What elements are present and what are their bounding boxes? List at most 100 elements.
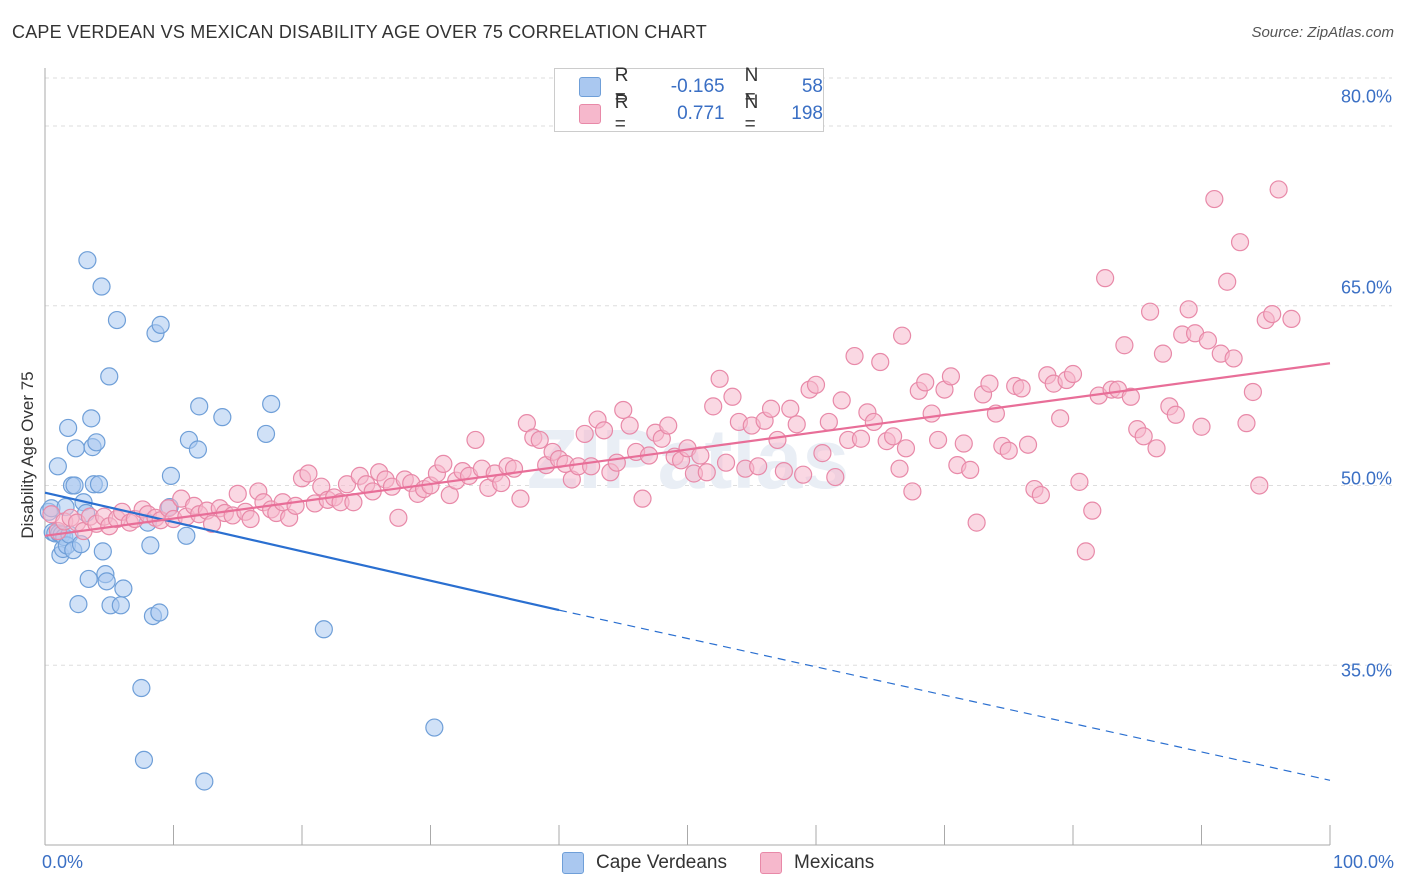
chart-title: CAPE VERDEAN VS MEXICAN DISABILITY AGE O… (12, 22, 707, 42)
cape-verdean-point (89, 475, 109, 494)
mexican-point (1243, 382, 1263, 402)
mexican-point (864, 412, 883, 432)
mexican-point (716, 453, 736, 472)
cape-verdean-point (314, 620, 333, 639)
mexican-point (492, 473, 511, 493)
trend-layer (44, 362, 1331, 781)
mexican-point (1134, 427, 1153, 446)
mexican-point (954, 434, 973, 453)
cape-verdean-point (100, 367, 119, 386)
mexican-point (922, 404, 941, 423)
legend-n-value: 198 (791, 103, 823, 124)
mexican-point (890, 459, 909, 478)
mexican-point (389, 508, 408, 527)
axis-layer (44, 68, 1331, 846)
mexican-point (1018, 435, 1038, 454)
mexican-point (896, 439, 916, 458)
mexican-point (1153, 344, 1173, 363)
mexican-point (1051, 409, 1070, 428)
cape-verdean-point (111, 596, 130, 615)
mexican-point (434, 454, 453, 473)
mexican-point (1031, 485, 1050, 505)
bottom-legend-cape-verdeans: Cape Verdeans (562, 852, 727, 874)
mexican-point (832, 391, 851, 410)
mexican-point (768, 430, 787, 450)
legend-n-value: 58 (801, 76, 823, 97)
mexican-point (1012, 379, 1031, 398)
cape-verdean-point (151, 315, 170, 334)
x-tick-100: 100.0% (1332, 852, 1394, 872)
mexican-point (1115, 336, 1134, 355)
legend-n-label: N = (744, 65, 759, 108)
mexican-point (871, 352, 890, 372)
mexican-point (845, 346, 864, 366)
mexican-point (1237, 414, 1256, 433)
mexican-point (1121, 387, 1140, 406)
cape-verdean-point (195, 772, 214, 791)
mexican-point (299, 464, 318, 483)
mexican-point (999, 441, 1018, 460)
mexican-point (1166, 405, 1185, 424)
mexican-point (826, 467, 845, 487)
mexican-point (1218, 272, 1237, 291)
legend-r-value: 0.771 (677, 103, 725, 124)
mexican-point (1198, 331, 1218, 350)
mexican-point (575, 424, 594, 444)
mexican-point (337, 475, 357, 494)
mexican-point (202, 514, 222, 533)
mexican-point (1076, 542, 1095, 561)
cape-verdean-point (177, 526, 196, 545)
mexican-point (1070, 472, 1089, 491)
cape-verdean-point (69, 595, 88, 614)
mexican-point (1083, 501, 1102, 520)
mexican-point (697, 463, 716, 482)
mexican-point (710, 369, 729, 388)
mexican-point (1192, 417, 1211, 436)
cape-verdean-point (161, 466, 181, 485)
cape-verdean-point (256, 424, 276, 444)
mexican-point (344, 493, 363, 512)
cape-verdean-point (97, 572, 116, 591)
x-tick-0: 0.0% (42, 852, 84, 872)
bottom-legend-label: Cape Verdeans (596, 852, 727, 873)
mexican-point (1096, 269, 1115, 288)
legend-r-value: -0.165 (670, 76, 725, 97)
mexican-point (941, 367, 961, 386)
chart-source: Source: ZipAtlas.com (1251, 24, 1394, 41)
cape-verdean-point (79, 569, 98, 589)
mexican-point (781, 399, 800, 418)
mexican-point (286, 496, 305, 515)
mexican-point (466, 430, 485, 450)
mexican-point (892, 326, 912, 345)
mexican-point (903, 482, 922, 501)
legend-n-label: N = (744, 92, 759, 135)
mexican-point (582, 457, 601, 476)
cape-verdean-point (107, 310, 127, 330)
mexican-point (704, 397, 723, 416)
mexican-point (1147, 439, 1166, 458)
bottom-legend-mexicans: Mexicans (760, 852, 874, 874)
mexican-point (967, 513, 986, 532)
mexican-point (819, 412, 838, 432)
cape-verdean-point (114, 579, 133, 598)
cape-verdean-point (87, 433, 106, 452)
cape-verdean-point (190, 397, 209, 416)
legend-row-cape-verdeans: R = -0.165 N = 58 (579, 65, 823, 108)
mexican-point (806, 375, 826, 394)
mexican-point (749, 457, 768, 476)
mexican-point (530, 430, 549, 450)
cape-verdean-trend-extension (558, 609, 1331, 781)
mexican-point (1224, 349, 1243, 368)
mexican-point (620, 416, 639, 435)
pink-swatch-icon (579, 104, 601, 124)
y-tick-80: 80.0% (1340, 86, 1392, 107)
mexican-point (1140, 302, 1160, 321)
bottom-legend-label: Mexicans (794, 852, 875, 873)
blue-swatch-icon (562, 852, 584, 874)
mexican-trend-line (44, 362, 1331, 537)
cape-verdean-point (213, 408, 232, 427)
cape-verdean-point (150, 603, 169, 622)
legend-r-label: R = (614, 65, 629, 108)
cape-verdean-point (134, 750, 154, 770)
points-layer (39, 180, 1301, 791)
